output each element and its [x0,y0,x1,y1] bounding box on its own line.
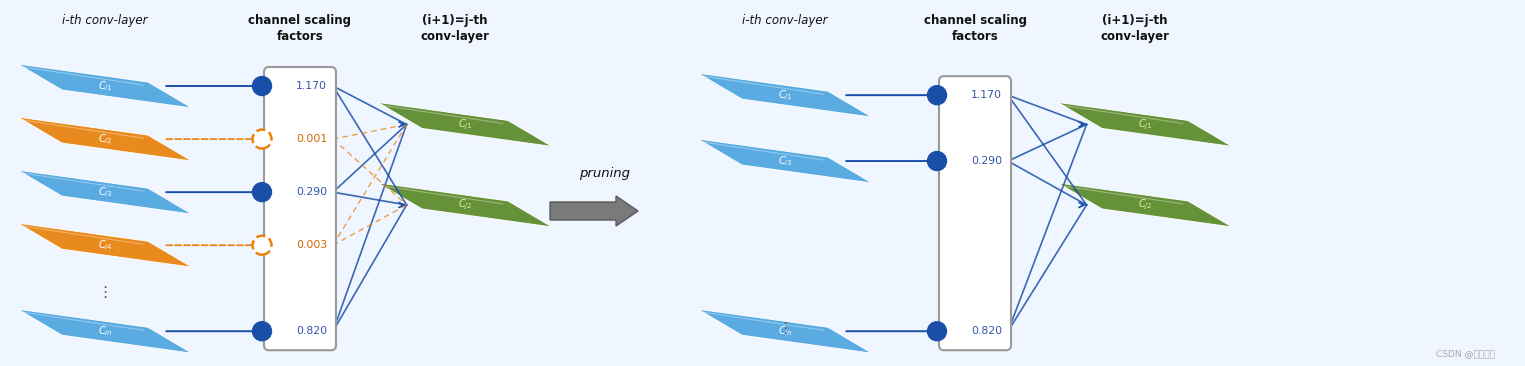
Text: 1.170: 1.170 [296,81,326,91]
Text: 0.820: 0.820 [296,326,328,336]
Polygon shape [18,223,192,267]
Text: $C_{j1}$: $C_{j1}$ [1138,117,1153,132]
Text: $C_{i4}$: $C_{i4}$ [98,238,113,252]
Polygon shape [18,309,192,353]
Polygon shape [18,170,192,214]
Text: i-th conv-layer: i-th conv-layer [743,14,828,27]
Polygon shape [18,117,192,161]
Polygon shape [1058,102,1232,146]
Text: $C_{i2}$: $C_{i2}$ [98,132,113,146]
Text: channel scaling
factors: channel scaling factors [249,14,351,43]
Text: channel scaling
factors: channel scaling factors [924,14,1026,43]
Text: $C_{in}$: $C_{in}$ [778,324,793,338]
FancyBboxPatch shape [939,76,1011,350]
Text: 1.170: 1.170 [971,90,1002,100]
Text: pruning: pruning [580,167,630,179]
Polygon shape [698,309,872,353]
Polygon shape [378,102,552,146]
Text: 0.003: 0.003 [296,240,328,250]
Text: $C_{i1}$: $C_{i1}$ [778,88,793,102]
Text: (i+1)=j-th
conv-layer: (i+1)=j-th conv-layer [1101,14,1170,43]
Circle shape [927,322,947,341]
Text: ⋮: ⋮ [964,321,979,336]
Text: ⋮: ⋮ [290,285,305,300]
FancyArrow shape [551,196,637,226]
Text: $C_{j2}$: $C_{j2}$ [1138,198,1153,212]
Circle shape [927,152,947,171]
Text: 0.290: 0.290 [296,187,328,197]
Polygon shape [1058,183,1232,227]
Polygon shape [378,183,552,227]
Text: $C_{j2}$: $C_{j2}$ [458,198,473,212]
Text: 0.001: 0.001 [296,134,328,144]
Text: (i+1)=j-th
conv-layer: (i+1)=j-th conv-layer [421,14,490,43]
Text: i-th conv-layer: i-th conv-layer [63,14,148,27]
Polygon shape [18,64,192,108]
Polygon shape [698,73,872,117]
Text: 0.820: 0.820 [971,326,1002,336]
Circle shape [253,236,271,255]
Circle shape [253,183,271,202]
Text: $C_{j1}$: $C_{j1}$ [458,117,473,132]
Circle shape [253,322,271,341]
Text: $C_{in}$: $C_{in}$ [98,324,113,338]
Polygon shape [698,139,872,183]
Text: ⋮: ⋮ [778,321,793,336]
Circle shape [253,76,271,96]
Circle shape [253,130,271,149]
Text: $C_{i1}$: $C_{i1}$ [98,79,113,93]
Text: $C_{i3}$: $C_{i3}$ [778,154,793,168]
FancyBboxPatch shape [264,67,336,350]
Text: 0.290: 0.290 [971,156,1002,166]
Text: ⋮: ⋮ [98,285,113,300]
Text: $C_{i3}$: $C_{i3}$ [98,185,113,199]
Circle shape [927,86,947,105]
Text: CSDN @全息数据: CSDN @全息数据 [1437,349,1494,358]
